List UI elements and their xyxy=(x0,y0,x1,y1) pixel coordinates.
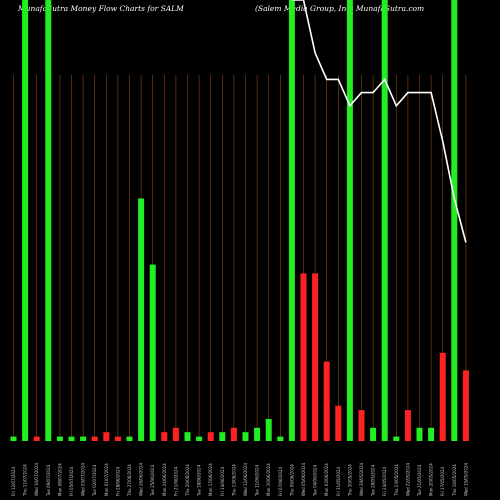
bar-16 xyxy=(184,432,191,441)
bar-36 xyxy=(416,427,423,441)
x-tick-label: Tue 02/07/2024 xyxy=(92,464,97,497)
bar-32 xyxy=(370,427,377,441)
bar-19 xyxy=(219,432,226,441)
price-line-group xyxy=(291,0,467,243)
x-tick-label: Thu 11/07/2024 xyxy=(23,464,28,497)
x-tick-label: Fri 21/06/2024 xyxy=(173,466,178,496)
bar-17 xyxy=(196,436,203,441)
bar-29 xyxy=(335,405,342,441)
bar-23 xyxy=(265,418,272,441)
x-tick-label: Fri 14/06/2024 xyxy=(220,466,225,496)
grid-lines xyxy=(13,75,467,441)
x-tick-label: Mon 08/07/2024 xyxy=(57,463,62,496)
x-tick-label: Thu 13/06/2024 xyxy=(231,464,236,497)
x-tick-label: Tue 21/05/2024 xyxy=(417,464,422,497)
bar-10 xyxy=(114,436,121,441)
bar-1 xyxy=(10,436,17,441)
bar-34 xyxy=(393,436,400,441)
x-tick-label: Thu 06/06/2024 xyxy=(289,464,294,497)
bar-14 xyxy=(161,432,168,441)
x-tick-label: Tue 11/06/2024 xyxy=(255,464,260,497)
bar-35 xyxy=(404,410,411,441)
bar-15 xyxy=(172,427,179,441)
x-tick-label: Wed 03/07/2024 xyxy=(81,462,86,496)
x-tick-label: Thu 23/05/2024 xyxy=(394,464,399,497)
bar-31 xyxy=(358,410,365,441)
x-tick-label: Mon 24/06/2024 xyxy=(162,463,167,496)
bar-4 xyxy=(45,0,52,441)
chart-subtitle: (Salem Media Group, Inc) MunafaSutra.com xyxy=(255,4,425,13)
bar-18 xyxy=(207,432,214,441)
bar-22 xyxy=(254,427,261,441)
bar-9 xyxy=(103,432,110,441)
x-tick-label: Tue 09/07/2024 xyxy=(46,464,51,497)
x-tick-label: Wed 12/06/2024 xyxy=(243,462,248,496)
x-tick-label: Tue 25/06/2024 xyxy=(150,464,155,497)
x-tick-label: Mon 03/06/2024 xyxy=(324,463,329,496)
bar-3 xyxy=(33,436,40,441)
x-tick-label: Mon 10/06/2024 xyxy=(266,463,271,496)
bar-21 xyxy=(242,432,249,441)
bar-28 xyxy=(323,361,330,441)
bar-33 xyxy=(381,0,388,441)
bars xyxy=(10,0,469,441)
x-tick-label: Tue 18/06/2024 xyxy=(197,464,202,497)
x-tick-label: Wed 05/06/2024 xyxy=(301,462,306,496)
x-tick-label: Tue 28/05/2024 xyxy=(371,464,376,497)
bar-12 xyxy=(138,198,145,441)
x-tick-label: Mon 20/05/2024 xyxy=(429,463,434,496)
x-tick-label: Thu 27/06/2024 xyxy=(127,464,132,497)
bar-37 xyxy=(428,427,435,441)
price-line xyxy=(291,0,467,243)
x-tick-label: Fri 17/05/2024 xyxy=(440,466,445,496)
bar-13 xyxy=(149,264,156,441)
x-tick-label: Wed 22/05/2024 xyxy=(405,462,410,496)
bar-30 xyxy=(346,0,353,441)
bar-40 xyxy=(462,370,469,441)
x-tick-label: Wed 10/07/2024 xyxy=(34,462,39,496)
x-tick-label: Fri 12/07/2024 xyxy=(11,466,16,496)
bar-25 xyxy=(288,0,295,441)
x-tick-label: Thu 16/05/2024 xyxy=(452,464,457,497)
bar-27 xyxy=(312,273,319,441)
bar-6 xyxy=(68,436,75,441)
x-tick-label: Wed 29/05/2024 xyxy=(359,462,364,496)
x-tick-label: Thu 30/05/2024 xyxy=(347,464,352,497)
bar-26 xyxy=(300,273,307,441)
x-tick-label: Mon 01/07/2024 xyxy=(104,463,109,496)
bar-7 xyxy=(80,436,87,441)
x-tick-label: Mon 17/06/2024 xyxy=(208,463,213,496)
x-tick-label: Fri 31/05/2024 xyxy=(336,466,341,496)
x-tick-label: Wed 26/06/2024 xyxy=(139,462,144,496)
x-tick-label: Fri 28/06/2024 xyxy=(115,466,120,496)
x-tick-label: Tue 04/06/2024 xyxy=(313,464,318,497)
x-tick-label: Fri 05/07/2024 xyxy=(69,466,74,496)
bar-20 xyxy=(230,427,237,441)
bar-24 xyxy=(277,436,284,441)
bar-5 xyxy=(56,436,63,441)
bar-38 xyxy=(439,352,446,441)
chart-title: MunafaSutra Money Flow Charts for SALM xyxy=(18,4,184,13)
bar-8 xyxy=(91,436,98,441)
x-tick-label: Wed 15/05/2024 xyxy=(463,462,468,496)
bar-2 xyxy=(22,0,29,441)
x-tick-label: Fri 24/05/2024 xyxy=(382,466,387,496)
x-tick-label: Fri 07/06/2024 xyxy=(278,466,283,496)
tick-labels: Fri 12/07/2024 Thu 11/07/2024 Wed 10/07/20… xyxy=(11,462,468,497)
bar-11 xyxy=(126,436,133,441)
bar-39 xyxy=(451,0,458,441)
x-tick-label: Thu 20/06/2024 xyxy=(185,464,190,497)
